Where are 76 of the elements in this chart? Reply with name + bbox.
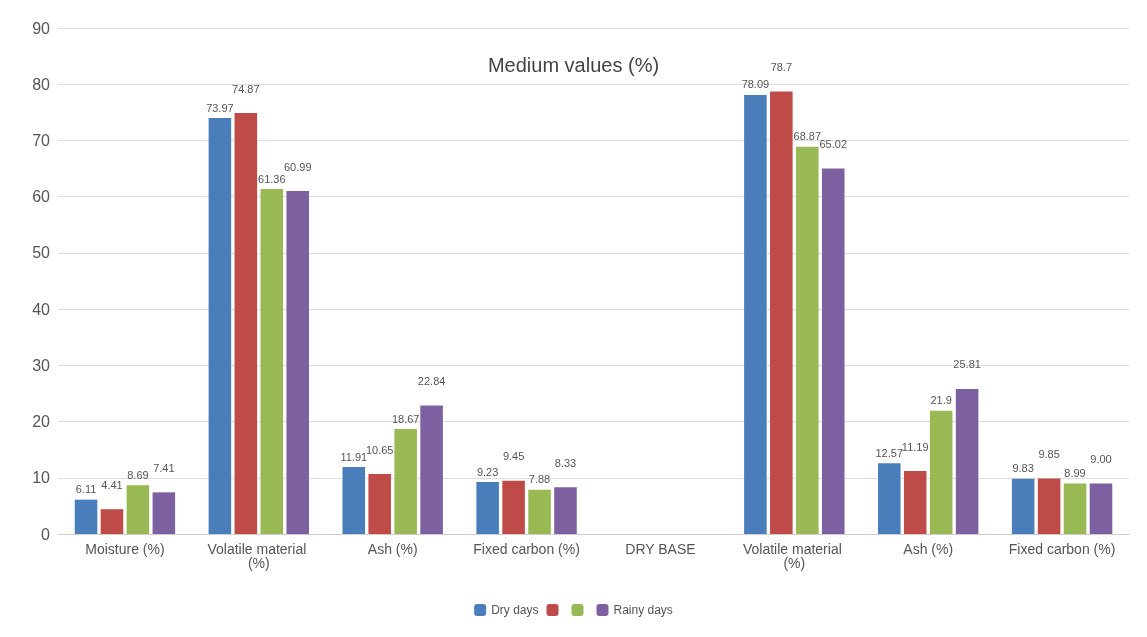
data-label: 6.11 <box>75 483 97 496</box>
data-label: 18.67 <box>391 412 420 425</box>
x-tick-label: Ash (%) <box>367 541 418 557</box>
y-tick-label: 60 <box>32 188 51 206</box>
data-label: 7.41 <box>153 461 175 474</box>
data-label: 9.00 <box>1090 452 1112 465</box>
y-tick-label: 40 <box>32 300 51 318</box>
bar <box>502 480 525 534</box>
bar <box>770 91 793 534</box>
data-label: 73.97 <box>206 101 234 114</box>
data-label: 60.99 <box>283 160 312 173</box>
bar <box>342 467 366 534</box>
y-tick-label: 70 <box>32 131 51 149</box>
data-label: 25.81 <box>953 358 981 371</box>
bar <box>476 482 499 534</box>
data-label: 21.9 <box>930 394 952 407</box>
bar <box>152 492 176 534</box>
x-tick-label: DRY BASE <box>625 541 696 557</box>
y-tick-label: 80 <box>32 75 51 93</box>
legend-label: Rainy days <box>613 603 673 617</box>
bar <box>1011 478 1035 534</box>
bar <box>260 189 284 534</box>
data-label: 8.33 <box>554 456 577 469</box>
bar <box>877 463 901 534</box>
bar <box>929 410 953 534</box>
x-tick-label: Fixed carbon (%) <box>473 541 580 557</box>
data-label: 8.69 <box>127 468 149 481</box>
data-label: 12.57 <box>875 446 904 459</box>
data-label: 74.87 <box>232 82 260 95</box>
data-label: 78.7 <box>770 61 793 74</box>
y-tick-label: 10 <box>32 469 51 487</box>
bar <box>903 471 927 534</box>
data-label: 65.02 <box>819 137 847 150</box>
y-tick-label: 30 <box>32 356 51 374</box>
x-tick-label: Volatile material (%) <box>207 541 311 571</box>
bar <box>796 146 819 534</box>
y-tick-label: 50 <box>32 244 51 262</box>
bar <box>126 485 150 534</box>
bar <box>554 487 577 534</box>
data-label: 11.91 <box>340 450 368 463</box>
data-label: 9.45 <box>502 450 525 463</box>
bar <box>394 429 417 534</box>
bar <box>528 489 551 534</box>
x-tick-label: Moisture (%) <box>85 541 165 557</box>
data-label: 4.41 <box>101 478 123 491</box>
bar <box>955 388 979 534</box>
x-tick-label: Ash (%) <box>903 541 954 557</box>
text: Medium values (%) <box>487 54 660 76</box>
data-label: 10.65 <box>365 443 394 456</box>
x-tick-label: Fixed carbon (%) <box>1008 541 1116 557</box>
legend-label: Dry days <box>491 603 539 617</box>
data-label: 9.23 <box>476 465 499 478</box>
data-label: 11.19 <box>901 440 929 453</box>
bar <box>821 168 845 534</box>
bar <box>234 113 258 534</box>
y-tick-label: 20 <box>32 413 51 431</box>
bar <box>1089 483 1113 534</box>
bar <box>100 509 124 534</box>
x-tick-label: Volatile material (%) <box>742 541 846 571</box>
bar <box>286 191 310 534</box>
data-label: 9.85 <box>1038 448 1060 461</box>
bar <box>208 118 232 534</box>
bar <box>74 499 98 534</box>
y-tick-label: 0 <box>41 525 51 543</box>
bar <box>1063 483 1087 534</box>
data-label: 9.83 <box>1012 462 1034 475</box>
bar <box>368 474 391 534</box>
bar <box>420 405 443 534</box>
bar <box>744 94 767 534</box>
bar <box>1037 478 1061 534</box>
data-label: 61.36 <box>258 172 286 185</box>
data-label: 8.99 <box>1064 466 1086 479</box>
data-label: 22.84 <box>417 375 446 388</box>
y-tick-label: 90 <box>32 19 51 37</box>
data-label: 7.88 <box>528 473 551 486</box>
data-label: 78.09 <box>741 78 770 91</box>
